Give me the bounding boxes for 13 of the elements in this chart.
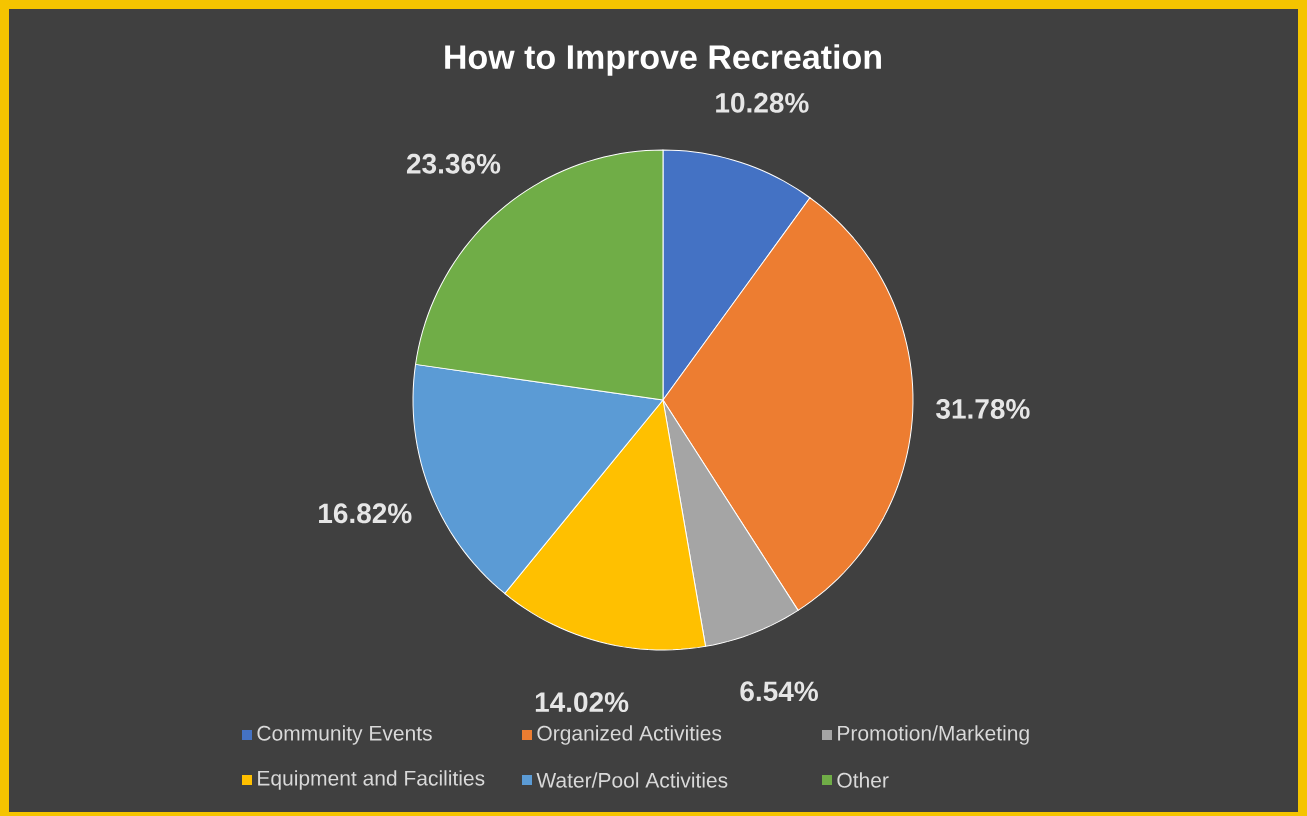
data-label: 6.54%	[740, 681, 818, 702]
legend-label: Other	[837, 772, 889, 788]
legend-label: Water/Pool Activities	[536, 772, 728, 788]
data-label: 16.82%	[319, 503, 412, 524]
legend-label: Equipment and Facilities	[258, 770, 485, 790]
data-label: 23.36%	[406, 153, 501, 174]
data-label: 31.78%	[936, 399, 1030, 419]
legend-label: Community Events	[257, 725, 432, 745]
data-label: 14.02%	[535, 692, 629, 713]
chart-title: How to Improve Recreation	[445, 44, 881, 76]
legend-label: Organized Activities	[537, 725, 722, 745]
legend-label: Promotion/Marketing	[838, 725, 1029, 745]
data-label: 10.28%	[716, 92, 809, 113]
